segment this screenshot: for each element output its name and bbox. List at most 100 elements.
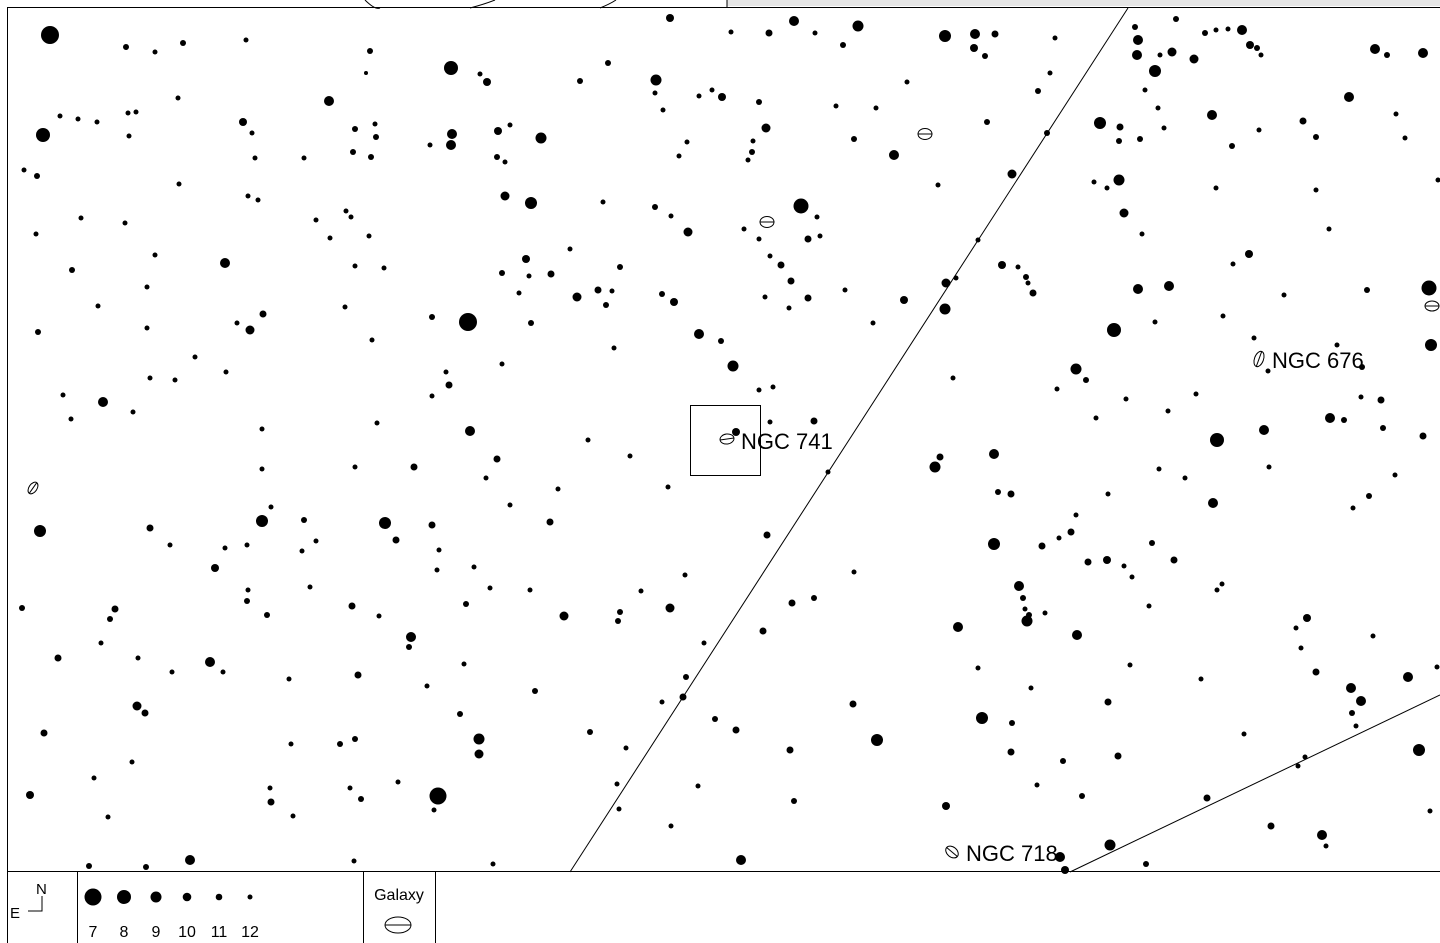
symbol-key: Galaxy bbox=[374, 887, 424, 934]
star bbox=[507, 502, 513, 508]
star bbox=[1020, 595, 1026, 601]
star bbox=[1105, 491, 1111, 497]
galaxy-icon bbox=[1253, 350, 1265, 368]
star bbox=[694, 329, 704, 339]
star bbox=[988, 538, 1000, 550]
magnitude-scale: 7 8 9 10 11 12 bbox=[84, 888, 259, 941]
star bbox=[600, 199, 606, 205]
star bbox=[1434, 664, 1440, 670]
object-ngc718[interactable]: NGC 718 bbox=[943, 841, 1058, 866]
star bbox=[172, 377, 178, 383]
star bbox=[34, 525, 46, 537]
star bbox=[1047, 70, 1053, 76]
star bbox=[904, 79, 910, 85]
star bbox=[638, 588, 644, 594]
star bbox=[374, 420, 380, 426]
star bbox=[1093, 415, 1099, 421]
galaxy-icon bbox=[1424, 300, 1440, 312]
star bbox=[975, 665, 981, 671]
star bbox=[286, 676, 292, 682]
star bbox=[91, 775, 97, 781]
star bbox=[609, 288, 615, 294]
star bbox=[1370, 633, 1376, 639]
star bbox=[786, 305, 792, 311]
star bbox=[1044, 130, 1050, 136]
star bbox=[1325, 413, 1335, 423]
mag-12-dot bbox=[247, 894, 253, 900]
star bbox=[1418, 48, 1428, 58]
star bbox=[245, 587, 251, 593]
object-ngc741[interactable]: NGC 741 bbox=[690, 405, 833, 476]
star bbox=[1295, 763, 1301, 769]
star bbox=[532, 688, 538, 694]
star bbox=[1384, 52, 1390, 58]
star bbox=[756, 236, 762, 242]
star bbox=[1142, 87, 1148, 93]
map-frame bbox=[7, 7, 1440, 872]
star bbox=[970, 29, 980, 39]
star bbox=[976, 712, 988, 724]
star bbox=[970, 44, 978, 52]
star bbox=[1055, 852, 1065, 862]
star bbox=[1353, 723, 1359, 729]
star bbox=[522, 255, 530, 263]
star bbox=[1346, 683, 1356, 693]
star bbox=[804, 235, 812, 243]
star bbox=[368, 154, 374, 160]
star bbox=[180, 40, 186, 46]
star bbox=[889, 150, 899, 160]
star bbox=[1104, 698, 1112, 706]
star bbox=[929, 461, 941, 473]
star bbox=[665, 484, 671, 490]
star bbox=[222, 545, 228, 551]
star bbox=[1123, 396, 1129, 402]
star bbox=[594, 286, 602, 294]
star bbox=[1370, 44, 1380, 54]
star bbox=[727, 360, 739, 372]
star bbox=[1014, 581, 1024, 591]
star bbox=[373, 134, 379, 140]
object-ngc676[interactable]: NGC 676 bbox=[1252, 348, 1364, 373]
star bbox=[40, 729, 48, 737]
star bbox=[239, 118, 247, 126]
star bbox=[1026, 612, 1032, 618]
star bbox=[1133, 35, 1143, 45]
star bbox=[1028, 685, 1034, 691]
star bbox=[1034, 782, 1040, 788]
star bbox=[617, 609, 623, 615]
star bbox=[483, 78, 491, 86]
star bbox=[1107, 323, 1121, 337]
star bbox=[307, 584, 313, 590]
star bbox=[1377, 396, 1385, 404]
star bbox=[718, 338, 724, 344]
star bbox=[1152, 319, 1158, 325]
star bbox=[249, 130, 255, 136]
star bbox=[767, 419, 773, 425]
star bbox=[105, 814, 111, 820]
star bbox=[98, 397, 108, 407]
star bbox=[34, 173, 40, 179]
star bbox=[1035, 88, 1041, 94]
star bbox=[1042, 610, 1048, 616]
star bbox=[546, 518, 554, 526]
star bbox=[130, 409, 136, 415]
star bbox=[728, 29, 734, 35]
star bbox=[41, 26, 59, 44]
star bbox=[670, 298, 678, 306]
star bbox=[1116, 123, 1124, 131]
star bbox=[337, 741, 343, 747]
star bbox=[1380, 425, 1386, 431]
star bbox=[786, 746, 794, 754]
star bbox=[941, 278, 951, 288]
star bbox=[1421, 280, 1437, 296]
star bbox=[1210, 433, 1224, 447]
star bbox=[526, 273, 532, 279]
star bbox=[343, 208, 349, 214]
star bbox=[616, 806, 622, 812]
star bbox=[211, 564, 219, 572]
star bbox=[745, 157, 751, 163]
star bbox=[1392, 472, 1398, 478]
star bbox=[684, 139, 690, 145]
star bbox=[95, 303, 101, 309]
mag-label: 7 bbox=[89, 924, 98, 941]
